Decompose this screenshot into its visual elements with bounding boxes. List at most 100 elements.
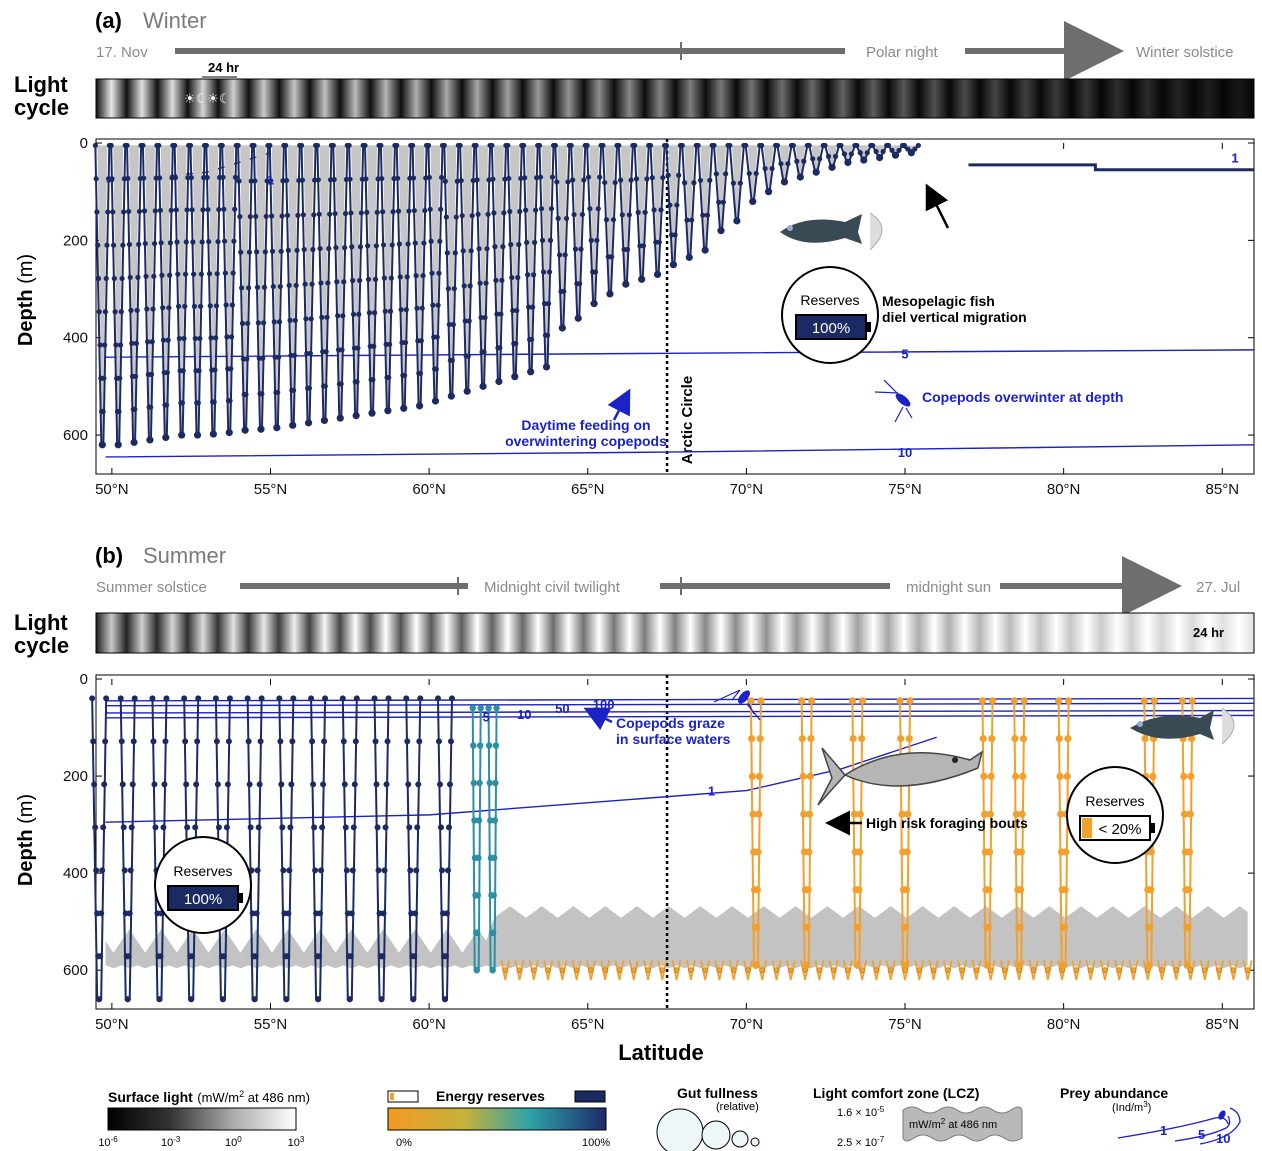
dvm-point [856,810,864,818]
dvm-point [259,391,265,397]
dvm-point [817,156,823,162]
dvm-point [452,250,458,256]
x-tick-label: 75°N [888,1016,922,1033]
panel-b-reserves-right-title: Reserves [1085,793,1144,809]
light-cycle-day [888,79,920,118]
contour-label-b: 50 [555,701,569,716]
dvm-point [803,923,811,932]
dvm-point [684,217,690,223]
dvm-point [127,867,134,874]
dvm-point [730,180,736,186]
orange-deep-wiggle [757,960,768,981]
dvm-point [468,248,474,254]
dvm-point [307,350,313,357]
dvm-point [756,735,764,743]
panel-a-light-label-1: Light [14,72,68,97]
dvm-point [173,207,179,213]
dvm-point [585,174,592,180]
orange-point [516,967,523,974]
dvm-deep-point [891,151,900,159]
dvm-point [415,781,422,788]
dvm-point [434,695,441,702]
lcz-wedge [414,145,425,410]
dvm-point [90,738,97,745]
dvm-point [278,248,284,254]
orange-deep-wiggle [871,960,882,981]
dvm-point [497,345,503,351]
dvm-point [547,237,554,243]
dvm-point [104,242,110,248]
dvm-point [523,207,529,213]
dvm-point [99,867,106,874]
dvm-deep-point [574,314,582,322]
dvm-point [350,824,357,831]
dvm-point [192,824,199,831]
dvm-point [143,273,149,279]
dvm-point [286,867,293,874]
dvm-point [279,824,286,831]
dvm-point [315,177,321,183]
dvm-deep-point [749,197,757,206]
dvm-point [609,254,615,260]
dvm-point [541,301,548,307]
dvm-point [404,738,411,745]
dvm-point [197,335,203,342]
orange-deep-wiggle [942,960,953,981]
dvm-point [746,170,752,177]
dvm-point [373,243,379,249]
orange-deep-wiggle [1128,960,1139,981]
dvm-point [243,391,249,398]
dvm-point [1012,810,1020,818]
dvm-point [525,272,531,278]
dvm-point [438,867,445,874]
dvm-point [413,867,420,874]
dvm-point [287,317,293,323]
legend-gut-circle-2 [701,1120,731,1150]
contour-label-b: 1 [708,783,715,798]
x-tick-label: 55°N [254,481,288,498]
light-cycle-day [522,79,554,118]
dvm-point [126,241,133,248]
legend-light-tick: 103 [288,1135,305,1149]
dvm-point [355,345,361,351]
panel-a-copepods-label: Copepods overwinter at depth [922,389,1123,405]
dvm-point [348,210,354,216]
dvm-point [1178,697,1186,705]
contour-label: 1 [267,173,274,188]
dvm-point [1186,810,1194,818]
dvm-point [315,996,322,1003]
panel-b-light-cycle-frame [95,612,1255,654]
dvm-point [126,910,133,917]
lcz-wedge [700,145,711,255]
dvm-point [251,996,258,1003]
orange-point [1230,967,1237,974]
dvm-point [213,738,220,745]
dvm-point [132,406,138,412]
dvm-point [357,277,363,284]
legend-lcz-inner-sup: 2 [941,1117,946,1126]
panel-b-season-start: Summer solstice [96,579,207,596]
orange-deep-wiggle [785,960,796,981]
dvm-point [476,779,483,787]
dvm-point [1187,772,1195,781]
dvm-point [584,142,590,149]
dvm-point [303,316,309,322]
orange-deep-wiggle [728,960,739,981]
dvm-point [610,217,617,223]
orange-point [987,967,994,974]
panel-b-reserves-left-badge: Reserves 100% [154,836,252,934]
panel-a-black-arrow [925,183,950,229]
x-tick-label: 60°N [412,1016,446,1033]
dvm-point [510,307,516,314]
dvm-point [327,211,333,217]
dvm-point [436,270,442,276]
dvm-point [806,142,812,149]
orange-deep-wiggle [500,960,511,981]
legend-lcz-lower: 2.5 × 10-7 [837,1135,885,1149]
lcz-wedge [604,145,615,298]
orange-point [730,967,737,974]
dvm-deep-point [273,424,281,432]
dvm-point [280,867,287,874]
dvm-point [378,142,384,149]
dvm-point [135,274,141,281]
